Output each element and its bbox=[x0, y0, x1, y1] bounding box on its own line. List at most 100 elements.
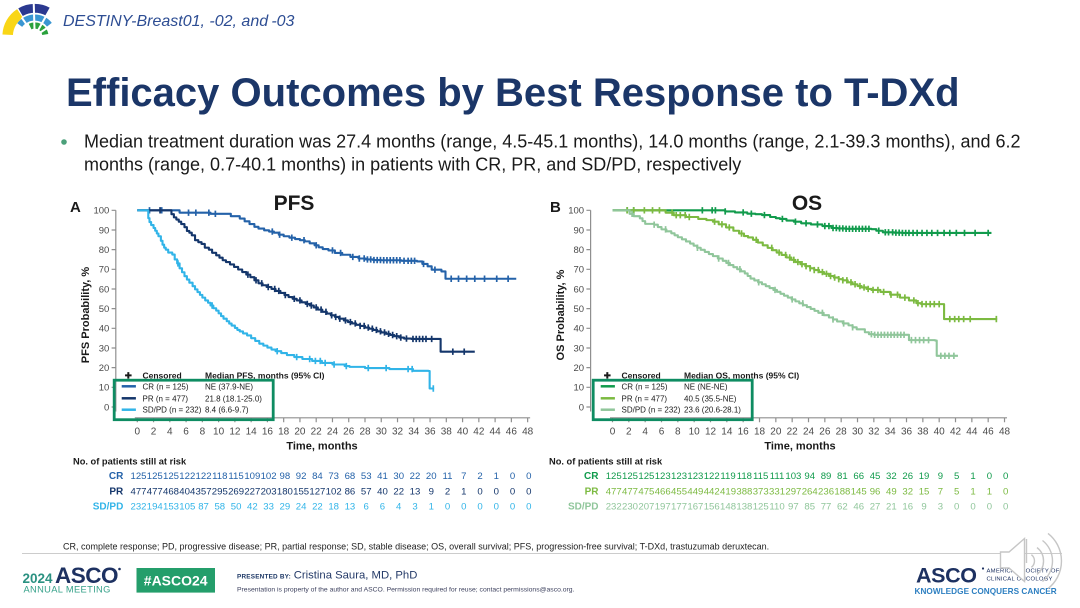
svg-text:264: 264 bbox=[802, 486, 819, 497]
svg-text:CR: CR bbox=[109, 471, 124, 482]
svg-text:21: 21 bbox=[886, 502, 897, 513]
svg-text:197: 197 bbox=[655, 502, 671, 513]
svg-text:30: 30 bbox=[99, 343, 110, 354]
svg-text:123: 123 bbox=[655, 471, 671, 482]
svg-text:1: 1 bbox=[461, 486, 466, 497]
svg-text:28: 28 bbox=[359, 427, 371, 438]
svg-text:15: 15 bbox=[919, 486, 930, 497]
svg-text:36: 36 bbox=[901, 427, 913, 438]
svg-text:442: 442 bbox=[704, 486, 720, 497]
svg-text:138: 138 bbox=[736, 502, 752, 513]
svg-text:156: 156 bbox=[704, 502, 720, 513]
svg-text:62: 62 bbox=[837, 502, 848, 513]
svg-text:Censored: Censored bbox=[143, 371, 182, 381]
svg-text:CR: CR bbox=[584, 471, 599, 482]
svg-text:CLINICAL ONCOLOGY: CLINICAL ONCOLOGY bbox=[987, 576, 1053, 582]
svg-text:12: 12 bbox=[705, 427, 717, 438]
svg-text:1: 1 bbox=[429, 502, 434, 513]
svg-text:477: 477 bbox=[130, 486, 146, 497]
svg-text:118: 118 bbox=[737, 471, 752, 482]
svg-text:34: 34 bbox=[885, 427, 897, 438]
svg-text:#ASCO24: #ASCO24 bbox=[144, 573, 208, 589]
svg-text:PR: PR bbox=[109, 486, 124, 497]
svg-text:38: 38 bbox=[917, 427, 929, 438]
svg-text:22: 22 bbox=[787, 427, 799, 438]
svg-text:466: 466 bbox=[655, 486, 671, 497]
svg-text:84: 84 bbox=[312, 471, 323, 482]
svg-text:SD/PD (n = 232): SD/PD (n = 232) bbox=[143, 406, 202, 415]
svg-text:119: 119 bbox=[720, 471, 735, 482]
svg-text:0: 0 bbox=[987, 502, 992, 513]
svg-text:477: 477 bbox=[147, 486, 163, 497]
svg-text:125: 125 bbox=[638, 471, 654, 482]
svg-text:22: 22 bbox=[393, 486, 404, 497]
svg-text:232: 232 bbox=[130, 502, 146, 513]
svg-text:SD/PD: SD/PD bbox=[93, 502, 124, 513]
svg-text:0: 0 bbox=[526, 471, 531, 482]
svg-text:194: 194 bbox=[147, 502, 164, 513]
svg-text:KNOWLEDGE CONQUERS CANCER: KNOWLEDGE CONQUERS CANCER bbox=[915, 587, 1057, 596]
svg-text:207: 207 bbox=[638, 502, 654, 513]
svg-text:125: 125 bbox=[606, 471, 622, 482]
svg-text:80: 80 bbox=[574, 245, 585, 256]
svg-text:42: 42 bbox=[473, 427, 485, 438]
svg-text:42: 42 bbox=[247, 502, 258, 513]
svg-text:SD/PD (n = 232): SD/PD (n = 232) bbox=[622, 406, 681, 415]
svg-text:125: 125 bbox=[163, 471, 179, 482]
svg-text:1: 1 bbox=[494, 471, 499, 482]
svg-text:0: 0 bbox=[970, 502, 975, 513]
svg-text:30: 30 bbox=[574, 343, 585, 354]
svg-text:40: 40 bbox=[457, 427, 469, 438]
svg-text:22: 22 bbox=[410, 471, 421, 482]
svg-text:96: 96 bbox=[870, 486, 881, 497]
svg-text:49: 49 bbox=[886, 486, 897, 497]
svg-text:Median treatment duration was: Median treatment duration was 27.4 month… bbox=[84, 132, 1021, 152]
svg-text:70: 70 bbox=[99, 265, 110, 276]
svg-text:50: 50 bbox=[99, 304, 110, 315]
svg-text:14: 14 bbox=[246, 427, 258, 438]
svg-text:38: 38 bbox=[441, 427, 453, 438]
svg-text:123: 123 bbox=[687, 471, 703, 482]
svg-text:13: 13 bbox=[410, 486, 421, 497]
svg-text:24: 24 bbox=[296, 502, 307, 513]
svg-text:236: 236 bbox=[818, 486, 834, 497]
svg-text:PFS: PFS bbox=[274, 192, 315, 215]
svg-text:CR (n = 125): CR (n = 125) bbox=[143, 382, 189, 391]
svg-text:0: 0 bbox=[610, 427, 616, 438]
svg-text:27: 27 bbox=[870, 502, 881, 513]
svg-text:111: 111 bbox=[770, 471, 785, 482]
svg-text:98: 98 bbox=[280, 471, 291, 482]
svg-text:127: 127 bbox=[309, 486, 325, 497]
svg-text:20: 20 bbox=[770, 427, 782, 438]
svg-text:0: 0 bbox=[477, 486, 482, 497]
svg-text:145: 145 bbox=[851, 486, 867, 497]
svg-text:295: 295 bbox=[212, 486, 228, 497]
svg-text:123: 123 bbox=[671, 471, 687, 482]
svg-text:90: 90 bbox=[574, 225, 585, 236]
svg-text:2: 2 bbox=[626, 427, 632, 438]
svg-text:122: 122 bbox=[179, 471, 195, 482]
svg-text:4: 4 bbox=[642, 427, 648, 438]
svg-text:103: 103 bbox=[785, 471, 801, 482]
svg-text:5: 5 bbox=[954, 486, 959, 497]
svg-text:Cristina Saura, MD, PhD: Cristina Saura, MD, PhD bbox=[294, 570, 418, 582]
svg-text:100: 100 bbox=[93, 206, 109, 217]
svg-text:97: 97 bbox=[788, 502, 799, 513]
svg-text:1: 1 bbox=[970, 486, 975, 497]
svg-text:68: 68 bbox=[345, 471, 356, 482]
svg-text:13: 13 bbox=[345, 502, 356, 513]
svg-text:102: 102 bbox=[261, 471, 277, 482]
svg-text:388: 388 bbox=[736, 486, 752, 497]
svg-text:DESTINY-Breast01, -02, and -03: DESTINY-Breast01, -02, and -03 bbox=[63, 13, 295, 30]
svg-text:34: 34 bbox=[408, 427, 420, 438]
svg-text:40: 40 bbox=[99, 324, 110, 335]
svg-text:100: 100 bbox=[568, 206, 584, 217]
svg-text:44: 44 bbox=[490, 427, 502, 438]
svg-text:42: 42 bbox=[950, 427, 962, 438]
svg-text:477: 477 bbox=[622, 486, 638, 497]
svg-text:73: 73 bbox=[328, 471, 339, 482]
svg-text:6: 6 bbox=[183, 427, 189, 438]
svg-text:125: 125 bbox=[130, 471, 146, 482]
svg-text:57: 57 bbox=[361, 486, 372, 497]
svg-text:8: 8 bbox=[200, 427, 206, 438]
